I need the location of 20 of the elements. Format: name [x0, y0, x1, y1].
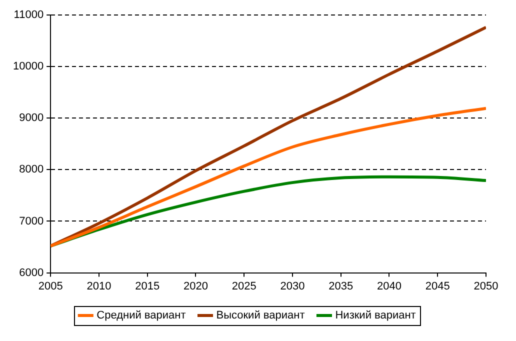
y-tick-label: 8000: [19, 164, 44, 176]
legend-label: Высокий вариант: [216, 310, 305, 322]
line-series: [50, 106, 486, 248]
y-tick-label: 11000: [14, 9, 44, 22]
x-tick-label: 2015: [135, 280, 160, 292]
x-tick-label: 2045: [425, 280, 450, 292]
x-tick-label: 2030: [280, 280, 305, 292]
x-tick-label: 2035: [328, 280, 354, 292]
x-tick-label: 2050: [474, 280, 498, 292]
x-tick-label: 2020: [183, 280, 208, 292]
x-tick-label: 2025: [232, 280, 256, 292]
y-tick-label: 7000: [19, 215, 44, 228]
legend-label: Низкий вариант: [335, 310, 416, 322]
legend-label: Средний вариант: [96, 310, 186, 322]
y-tick-label: 9000: [19, 112, 44, 124]
y-tick-label: 10000: [12, 60, 44, 73]
x-tick-label: 2040: [377, 280, 402, 292]
y-tick-label: 6000: [19, 266, 44, 279]
x-tick-label: 2010: [86, 280, 112, 292]
x-tick-label: 2005: [38, 280, 63, 292]
